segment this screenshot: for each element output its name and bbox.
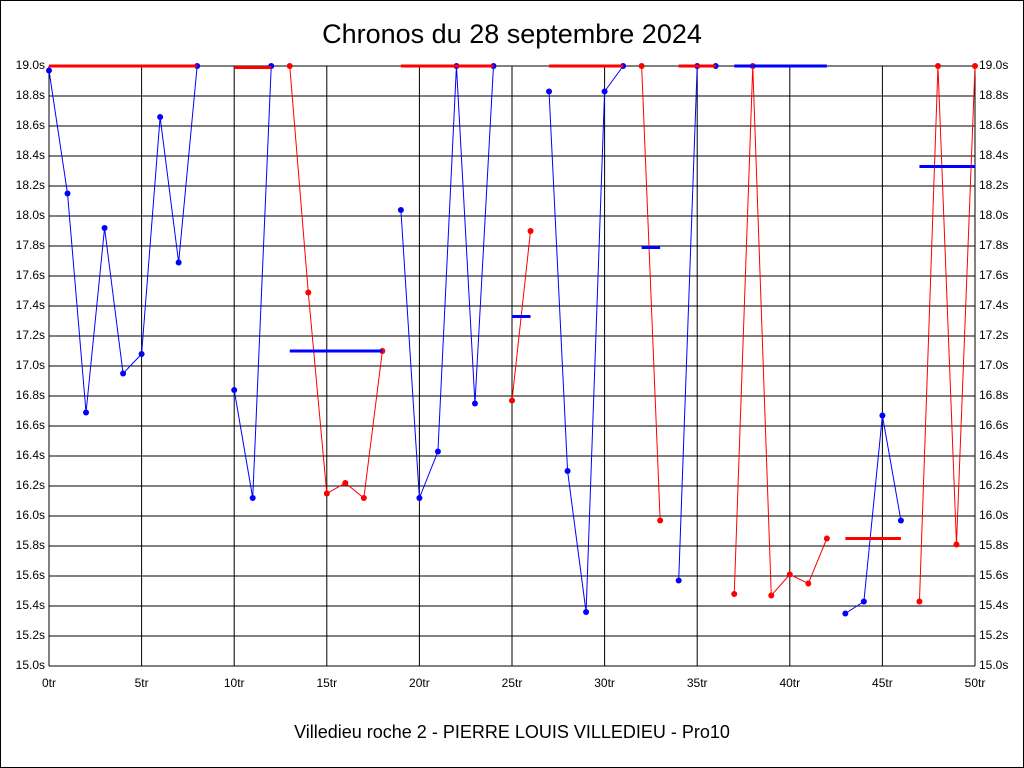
- y-tick-label-right: 19.0s: [979, 58, 1008, 72]
- y-tick-label-right: 17.2s: [979, 328, 1008, 342]
- y-tick-label-right: 16.6s: [979, 418, 1008, 432]
- x-tick-label: 25tr: [502, 676, 523, 690]
- y-tick-label: 18.6s: [16, 118, 45, 132]
- y-tick-label: 19.0s: [16, 58, 45, 72]
- data-point: [842, 610, 849, 617]
- y-tick-label-right: 18.4s: [979, 148, 1008, 162]
- y-tick-label: 16.8s: [16, 388, 45, 402]
- data-point: [397, 207, 404, 213]
- data-point: [934, 63, 941, 69]
- data-point: [823, 535, 830, 542]
- y-tick-label-right: 18.6s: [979, 118, 1008, 132]
- y-tick-label-right: 17.8s: [979, 238, 1008, 252]
- y-tick-label: 17.2s: [16, 328, 45, 342]
- data-point: [83, 409, 90, 416]
- y-tick-label-right: 15.4s: [979, 598, 1008, 612]
- data-point: [768, 592, 775, 599]
- data-point: [175, 259, 182, 266]
- x-tick-label: 15tr: [316, 676, 337, 690]
- y-tick-label-right: 15.6s: [979, 568, 1008, 582]
- y-tick-label: 16.2s: [16, 478, 45, 492]
- y-tick-label: 17.8s: [16, 238, 45, 252]
- data-point: [675, 577, 682, 584]
- y-tick-label: 16.6s: [16, 418, 45, 432]
- data-point: [527, 228, 534, 234]
- y-tick-label: 17.4s: [16, 298, 45, 312]
- data-point: [601, 88, 608, 95]
- y-tick-label-right: 15.8s: [979, 538, 1008, 552]
- y-tick-label-right: 17.4s: [979, 298, 1008, 312]
- y-tick-label: 15.2s: [16, 628, 45, 642]
- data-point: [953, 541, 960, 548]
- data-point: [46, 67, 52, 74]
- data-point: [509, 397, 515, 404]
- y-tick-label-right: 18.0s: [979, 208, 1008, 222]
- y-tick-label: 17.6s: [16, 268, 45, 282]
- x-tick-label: 35tr: [687, 676, 708, 690]
- data-point: [323, 490, 330, 497]
- data-point: [231, 387, 238, 393]
- data-point: [860, 598, 867, 605]
- x-tick-label: 40tr: [779, 676, 800, 690]
- data-point: [471, 400, 478, 407]
- x-tick-label: 20tr: [409, 676, 430, 690]
- y-tick-label-right: 16.4s: [979, 448, 1008, 462]
- y-tick-label-right: 16.2s: [979, 478, 1008, 492]
- data-point: [416, 495, 423, 501]
- data-point: [286, 63, 293, 69]
- x-tick-label: 50tr: [965, 676, 986, 690]
- data-point: [434, 448, 441, 455]
- data-point: [360, 495, 367, 501]
- y-tick-label-right: 15.0s: [979, 658, 1008, 672]
- data-point: [972, 63, 978, 69]
- y-tick-label: 18.2s: [16, 178, 45, 192]
- x-tick-label: 30tr: [594, 676, 615, 690]
- x-tick-label: 5tr: [135, 676, 149, 690]
- y-tick-label-right: 16.0s: [979, 508, 1008, 522]
- y-tick-label-right: 17.6s: [979, 268, 1008, 282]
- y-tick-label: 15.8s: [16, 538, 45, 552]
- data-point: [342, 480, 349, 486]
- chart-title: Chronos du 28 septembre 2024: [322, 19, 702, 49]
- data-point: [897, 517, 904, 524]
- data-point: [879, 412, 886, 419]
- data-point: [786, 571, 793, 578]
- y-tick-label: 18.8s: [16, 88, 45, 102]
- y-tick-label: 17.0s: [16, 358, 45, 372]
- data-point: [157, 114, 164, 120]
- data-point: [564, 468, 571, 474]
- x-axis-label: Villedieu roche 2 - PIERRE LOUIS VILLEDI…: [294, 722, 730, 742]
- data-point: [805, 580, 812, 587]
- x-tick-label: 45tr: [872, 676, 893, 690]
- y-tick-label-right: 17.0s: [979, 358, 1008, 372]
- y-tick-label-right: 15.2s: [979, 628, 1008, 642]
- data-point: [657, 517, 664, 524]
- data-point: [101, 225, 108, 231]
- data-point: [731, 591, 738, 597]
- y-tick-label: 18.0s: [16, 208, 45, 222]
- data-point: [138, 351, 145, 357]
- y-tick-label: 15.4s: [16, 598, 45, 612]
- y-tick-label: 16.4s: [16, 448, 45, 462]
- data-point: [546, 88, 553, 95]
- y-tick-label: 18.4s: [16, 148, 45, 162]
- y-tick-label: 15.0s: [16, 658, 45, 672]
- y-tick-label-right: 18.2s: [979, 178, 1008, 192]
- data-point: [583, 609, 590, 615]
- x-tick-label: 10tr: [224, 676, 245, 690]
- x-tick-label: 0tr: [42, 676, 56, 690]
- data-point: [916, 598, 923, 605]
- y-tick-label-right: 18.8s: [979, 88, 1008, 102]
- data-point: [249, 495, 256, 501]
- y-tick-label: 15.6s: [16, 568, 45, 582]
- y-tick-label: 16.0s: [16, 508, 45, 522]
- data-point: [305, 289, 312, 296]
- data-point: [638, 63, 645, 69]
- data-point: [64, 190, 71, 197]
- data-point: [120, 370, 127, 377]
- y-tick-label-right: 16.8s: [979, 388, 1008, 402]
